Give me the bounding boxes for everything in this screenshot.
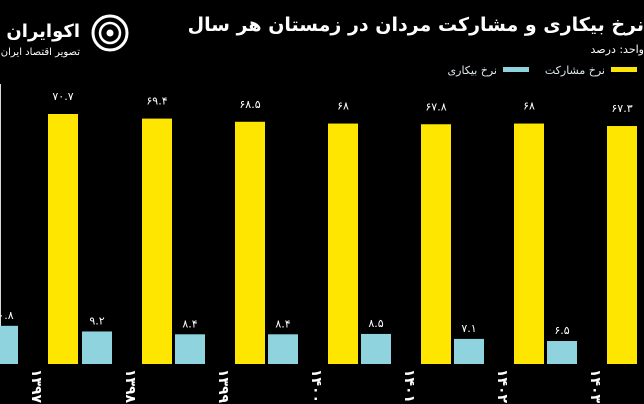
data-label-unemployment: ۸.۴ — [275, 317, 290, 330]
spiral-logo-icon — [91, 14, 129, 52]
x-tick-label: ۱۳۹۸ — [122, 369, 138, 404]
data-label-unemployment: ۹.۲ — [89, 314, 104, 327]
brand-tagline: تصویر اقتصاد ایران — [1, 47, 80, 58]
legend-label-participation: نرخ مشارکت — [545, 64, 605, 77]
data-label-unemployment: ۸.۵ — [368, 317, 383, 330]
x-tick-label: ۱۴۰۳ — [587, 369, 603, 404]
ticks-layer: ۱۳۹۷ ۱۳۹۸ ۱۳۹۹ ۱۴۰۰ ۱۴۰۱ ۱۴۰۲ ۱۴۰۳ — [28, 369, 603, 404]
labels-layer: ۱۰.۸ ۷۰.۷ ۹.۲ ۶۹.۴ ۸.۴ ۶۸.۵ ۸.۴ ۶۸ ۸.۵ ۶۷.۸ ۷.۱ ۶۸ ۶… — [0, 90, 633, 337]
bar-participation — [607, 126, 637, 364]
bar-unemployment — [268, 334, 298, 364]
bar-participation — [421, 124, 451, 364]
spiral-logo-core-icon — [106, 29, 114, 37]
data-label-participation: ۶۸ — [337, 100, 349, 113]
data-label-participation: ۶۷.۳ — [611, 102, 632, 115]
data-label-participation: ۶۷.۸ — [425, 100, 446, 113]
data-label-participation: ۷۰.۷ — [52, 90, 73, 103]
legend-label-unemployment: نرخ بیکاری — [448, 64, 497, 77]
x-tick-label: ۱۴۰۲ — [494, 369, 510, 404]
bar-unemployment — [0, 325, 18, 364]
bar-participation — [235, 121, 265, 364]
bar-participation — [328, 123, 358, 364]
data-label-participation: ۶۸.۵ — [239, 98, 260, 111]
data-label-participation: ۶۸ — [523, 100, 535, 113]
brand-logo — [91, 14, 129, 52]
x-tick-label: ۱۳۹۹ — [215, 369, 231, 404]
bar-participation — [514, 123, 544, 364]
bar-unemployment — [454, 338, 484, 364]
chart-title: نرخ بیکاری و مشارکت مردان در زمستان هر س… — [188, 14, 644, 36]
legend-swatch-unemployment — [503, 67, 529, 72]
x-tick-label: ۱۴۰۱ — [401, 369, 417, 403]
bars-layer — [0, 114, 637, 364]
data-label-unemployment: ۶.۵ — [554, 324, 569, 337]
legend: نرخ مشارکت نرخ بیکاری — [448, 64, 637, 77]
brand-name: اکوایران — [6, 21, 80, 42]
bar-unemployment — [361, 333, 391, 364]
data-label-unemployment: ۸.۴ — [182, 317, 197, 330]
bar-unemployment — [175, 334, 205, 364]
bar-unemployment — [547, 341, 577, 364]
spiral-logo-inner-icon — [98, 21, 122, 45]
data-label-unemployment: ۷.۱ — [461, 322, 476, 335]
x-tick-label: ۱۳۹۷ — [28, 369, 44, 404]
bar-participation — [48, 114, 78, 364]
bar-participation — [142, 118, 172, 364]
x-tick-label: ۱۴۰۰ — [308, 369, 324, 403]
data-label-participation: ۶۹.۴ — [146, 95, 167, 108]
bar-unemployment — [82, 331, 112, 364]
unit-label: واحد: درصد — [591, 43, 644, 56]
data-label-unemployment: ۱۰.۸ — [0, 309, 14, 322]
legend-swatch-participation — [611, 67, 637, 72]
